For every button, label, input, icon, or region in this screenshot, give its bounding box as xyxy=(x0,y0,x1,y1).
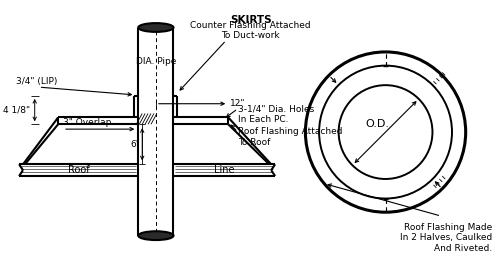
Text: 12": 12" xyxy=(230,99,246,108)
Text: Roof Flashing Attached
To Roof: Roof Flashing Attached To Roof xyxy=(238,127,343,147)
Text: Roof: Roof xyxy=(68,165,90,175)
Text: 3/4" (LIP): 3/4" (LIP) xyxy=(16,77,57,86)
Text: Counter Flashing Attached
To Duct-work: Counter Flashing Attached To Duct-work xyxy=(191,21,311,40)
Text: DIA. Pipe: DIA. Pipe xyxy=(136,57,176,66)
Text: 3-1/4" Dia. Holes
In Each PC.: 3-1/4" Dia. Holes In Each PC. xyxy=(238,105,314,124)
Text: SKIRTS: SKIRTS xyxy=(230,15,271,25)
Text: O.D.: O.D. xyxy=(366,119,390,129)
Ellipse shape xyxy=(138,23,173,32)
Text: 6": 6" xyxy=(130,140,140,149)
Text: Roof Flashing Made
In 2 Halves, Caulked
And Riveted.: Roof Flashing Made In 2 Halves, Caulked … xyxy=(400,223,492,253)
Text: 3" Overlap: 3" Overlap xyxy=(63,118,111,127)
Text: 4 1/8": 4 1/8" xyxy=(2,106,30,114)
Ellipse shape xyxy=(138,231,173,240)
Text: Line: Line xyxy=(214,165,235,175)
